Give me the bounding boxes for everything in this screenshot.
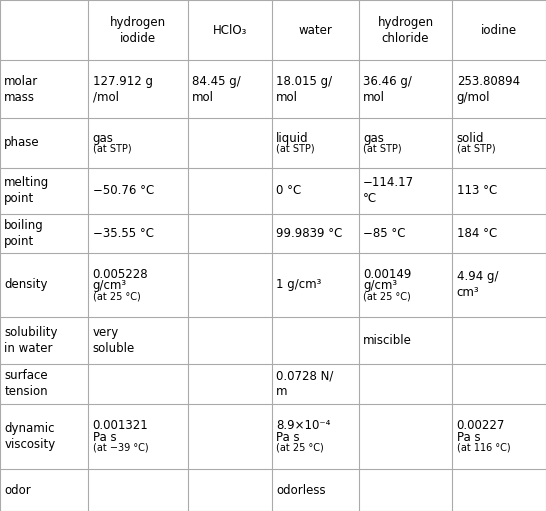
Text: 113 °C: 113 °C <box>457 184 497 197</box>
Text: −35.55 °C: −35.55 °C <box>93 227 154 240</box>
Text: 0 °C: 0 °C <box>276 184 301 197</box>
Text: iodine: iodine <box>481 24 517 37</box>
Text: (at STP): (at STP) <box>363 144 402 153</box>
Text: 253.80894
g/mol: 253.80894 g/mol <box>457 75 520 104</box>
Text: hydrogen
iodide: hydrogen iodide <box>110 16 166 44</box>
Text: g/cm³: g/cm³ <box>93 280 127 292</box>
Text: very
soluble: very soluble <box>93 326 135 355</box>
Text: Pa s: Pa s <box>93 431 116 444</box>
Text: Pa s: Pa s <box>457 431 480 444</box>
Text: melting
point: melting point <box>4 176 50 205</box>
Text: (at 25 °C): (at 25 °C) <box>276 443 324 453</box>
Text: −85 °C: −85 °C <box>363 227 406 240</box>
Text: phase: phase <box>4 136 40 149</box>
Text: surface
tension: surface tension <box>4 369 48 399</box>
Text: 84.45 g/
mol: 84.45 g/ mol <box>192 75 241 104</box>
Text: solid: solid <box>457 132 484 145</box>
Text: (at 116 °C): (at 116 °C) <box>457 443 511 453</box>
Text: 4.94 g/
cm³: 4.94 g/ cm³ <box>457 270 498 299</box>
Text: water: water <box>298 24 332 37</box>
Text: (at STP): (at STP) <box>93 144 132 153</box>
Text: liquid: liquid <box>276 132 308 145</box>
Text: 0.00149: 0.00149 <box>363 268 412 281</box>
Text: 0.0728 N/
m: 0.0728 N/ m <box>276 369 334 399</box>
Text: gas: gas <box>363 132 384 145</box>
Text: −114.17
°C: −114.17 °C <box>363 176 414 205</box>
Text: 8.9×10⁻⁴: 8.9×10⁻⁴ <box>276 420 330 432</box>
Text: boiling
point: boiling point <box>4 219 44 248</box>
Text: HClO₃: HClO₃ <box>212 24 247 37</box>
Text: solubility
in water: solubility in water <box>4 326 58 355</box>
Text: 18.015 g/
mol: 18.015 g/ mol <box>276 75 332 104</box>
Text: 184 °C: 184 °C <box>457 227 497 240</box>
Text: (at 25 °C): (at 25 °C) <box>363 291 411 301</box>
Text: 127.912 g
/mol: 127.912 g /mol <box>93 75 153 104</box>
Text: 36.46 g/
mol: 36.46 g/ mol <box>363 75 412 104</box>
Text: Pa s: Pa s <box>276 431 300 444</box>
Text: dynamic
viscosity: dynamic viscosity <box>4 422 56 451</box>
Text: odor: odor <box>4 483 31 497</box>
Text: 1 g/cm³: 1 g/cm³ <box>276 278 322 291</box>
Text: (at −39 °C): (at −39 °C) <box>93 443 149 453</box>
Text: miscible: miscible <box>363 334 412 347</box>
Text: gas: gas <box>93 132 114 145</box>
Text: −50.76 °C: −50.76 °C <box>93 184 154 197</box>
Text: 99.9839 °C: 99.9839 °C <box>276 227 342 240</box>
Text: (at 25 °C): (at 25 °C) <box>93 291 140 301</box>
Text: odorless: odorless <box>276 483 325 497</box>
Text: (at STP): (at STP) <box>276 144 314 153</box>
Text: g/cm³: g/cm³ <box>363 280 397 292</box>
Text: 0.001321: 0.001321 <box>93 420 149 432</box>
Text: (at STP): (at STP) <box>457 144 495 153</box>
Text: 0.005228: 0.005228 <box>93 268 149 281</box>
Text: hydrogen
chloride: hydrogen chloride <box>377 16 434 44</box>
Text: molar
mass: molar mass <box>4 75 39 104</box>
Text: density: density <box>4 278 48 291</box>
Text: 0.00227: 0.00227 <box>457 420 505 432</box>
